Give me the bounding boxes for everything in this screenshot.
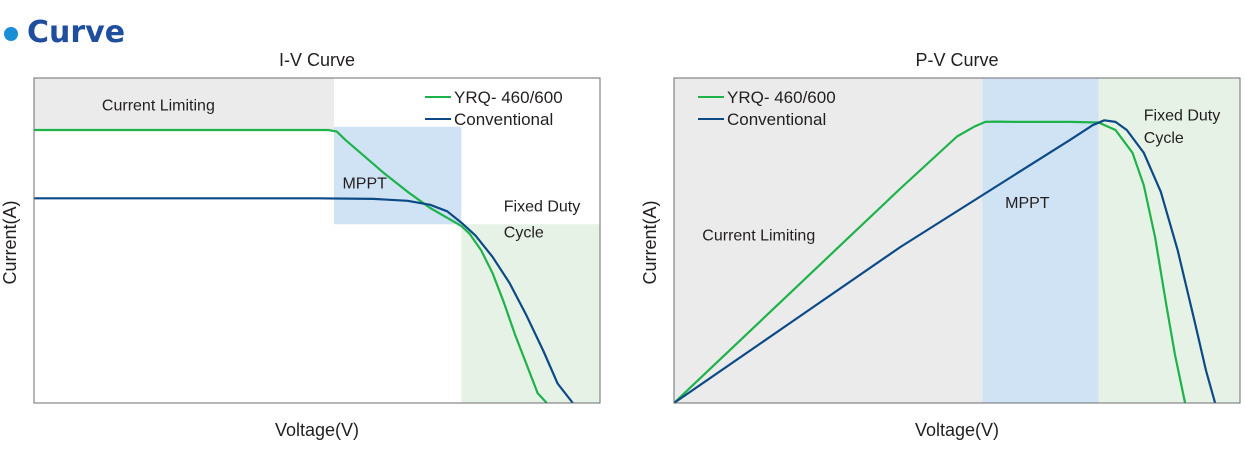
bullet-icon [4,27,18,41]
y-axis-label: Current(A) [640,200,660,284]
chart-i-v-curve: Current Limiting MPPT Fixed Duty Cycle I-V C… [0,50,601,440]
section-title: Curve [27,14,126,50]
legend-label: YRQ- 460/600 [727,88,836,107]
zone-fixed-duty-cycle [1098,78,1240,403]
legend-label: YRQ- 460/600 [454,88,563,107]
x-axis-label: Voltage(V) [915,420,999,440]
x-axis-label: Voltage(V) [275,420,359,440]
chart-title: I-V Curve [279,50,355,70]
section-heading: Curve [4,12,125,52]
annotation-label: Fixed Duty [1144,107,1220,124]
annotation-label: MPPT [1005,195,1050,212]
legend-label: Conventional [454,110,553,129]
annotation-label: Cycle [504,224,544,241]
annotation-label: Current Limiting [102,98,215,115]
zone-current-limiting [34,78,334,130]
chart-title: P-V Curve [915,50,998,70]
plot-frame [33,77,601,404]
series-line-conventional [673,119,1217,404]
annotation-label: Current Limiting [702,228,815,245]
series-line-conventional [34,197,574,404]
zone-mppt [982,78,1099,403]
legend: YRQ- 460/600 Conventional [698,88,836,129]
legend-label: Conventional [727,110,826,129]
zone-current-limiting [674,78,983,403]
annotation-label: Cycle [1144,130,1184,147]
legend: YRQ- 460/600 Conventional [425,88,563,129]
annotation-label: MPPT [342,176,387,193]
plot-frame [673,77,1241,404]
series-line-yrq-460-600 [34,128,548,404]
y-axis-label: Current(A) [0,200,20,284]
annotation-label: Fixed Duty [504,198,580,215]
series-line-yrq-460-600 [673,120,1187,404]
chart-p-v-curve: Current Limiting MPPT Fixed Duty Cycle P-V C… [640,50,1241,440]
